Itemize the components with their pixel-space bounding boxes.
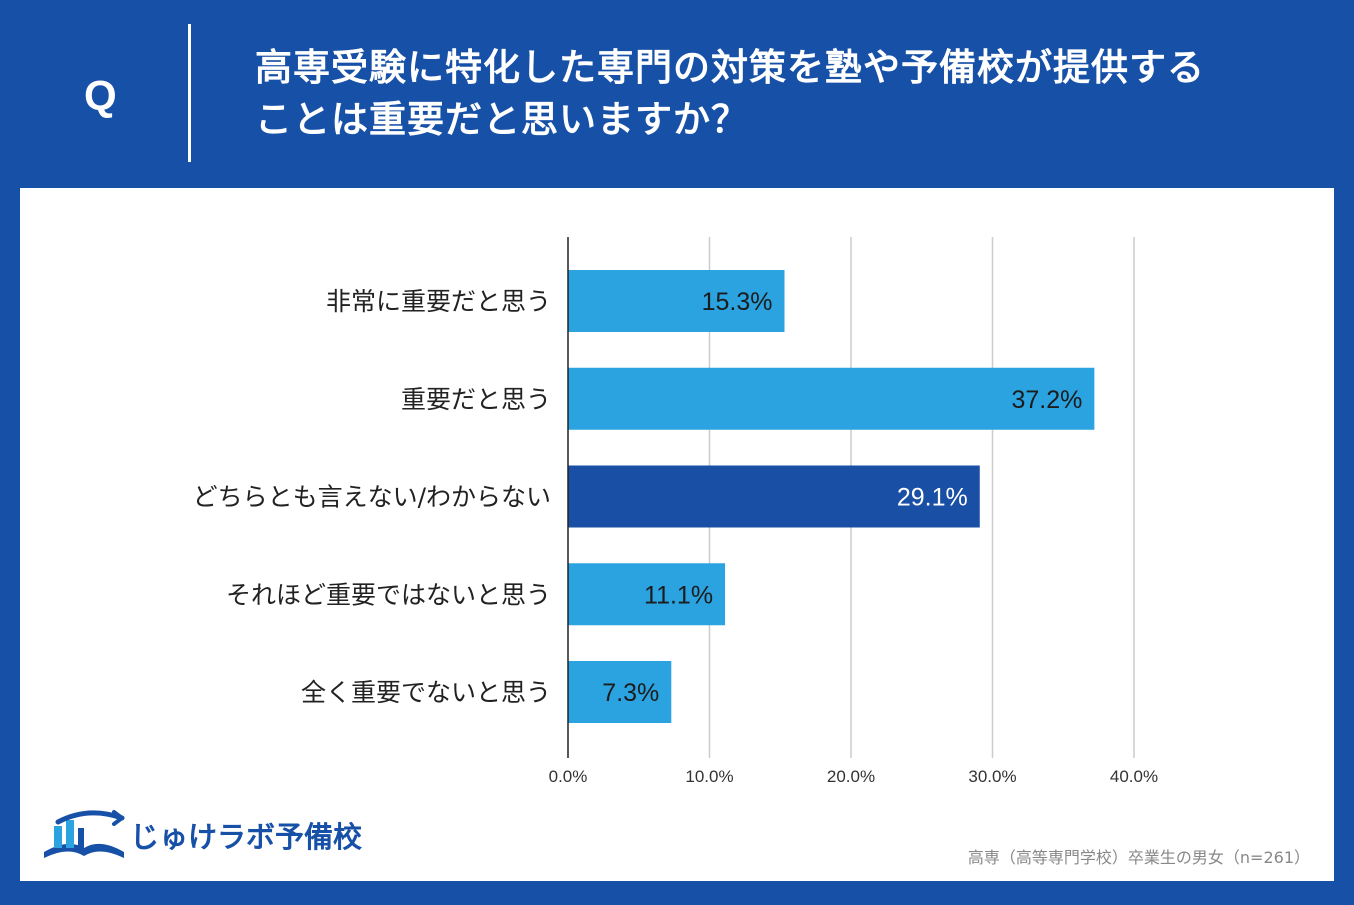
x-tick-label: 40.0%: [1110, 767, 1158, 786]
bar: [568, 563, 726, 626]
category-label: それほど重要ではないと思う: [226, 580, 551, 609]
bar: [568, 465, 980, 528]
bar-value-label: 7.3%: [602, 679, 659, 707]
header-divider: [188, 24, 191, 162]
x-tick-label: 10.0%: [685, 767, 733, 786]
book-logo-icon: [44, 810, 125, 858]
header: Q 高専受験に特化した専門の対策を塾や予備校が提供する ことは重要だと思いますか…: [0, 0, 1354, 188]
brand-logo: じゅけラボ予備校: [38, 808, 362, 868]
q-label: Q: [84, 72, 117, 119]
bar-value-label: 29.1%: [897, 484, 968, 512]
category-label: 重要だと思う: [401, 385, 551, 414]
question-line-2: ことは重要だと思いますか？: [255, 98, 749, 141]
bar-value-label: 37.2%: [1011, 386, 1082, 414]
category-label: どちらとも言えない/わからない: [193, 483, 551, 512]
question-line-1: 高専受験に特化した専門の対策を塾や予備校が提供する: [255, 46, 1205, 89]
bar: [568, 367, 1095, 430]
x-tick-label: 20.0%: [827, 767, 875, 786]
x-tick-label: 0.0%: [549, 767, 588, 786]
x-tick-label: 30.0%: [968, 767, 1016, 786]
brand-name: じゅけラボ予備校: [130, 820, 363, 854]
bar-value-label: 15.3%: [702, 288, 773, 316]
category-label: 非常に重要だと思う: [326, 287, 551, 316]
bar: [568, 270, 785, 332]
sample-footnote: 高専（高等専門学校）卒業生の男女（n=261）: [967, 848, 1310, 867]
category-label: 全く重要でないと思う: [301, 678, 551, 707]
question-title: 高専受験に特化した専門の対策を塾や予備校が提供する ことは重要だと思いますか？: [255, 42, 1325, 146]
bar: [568, 661, 672, 723]
bar-value-label: 11.1%: [644, 581, 713, 609]
